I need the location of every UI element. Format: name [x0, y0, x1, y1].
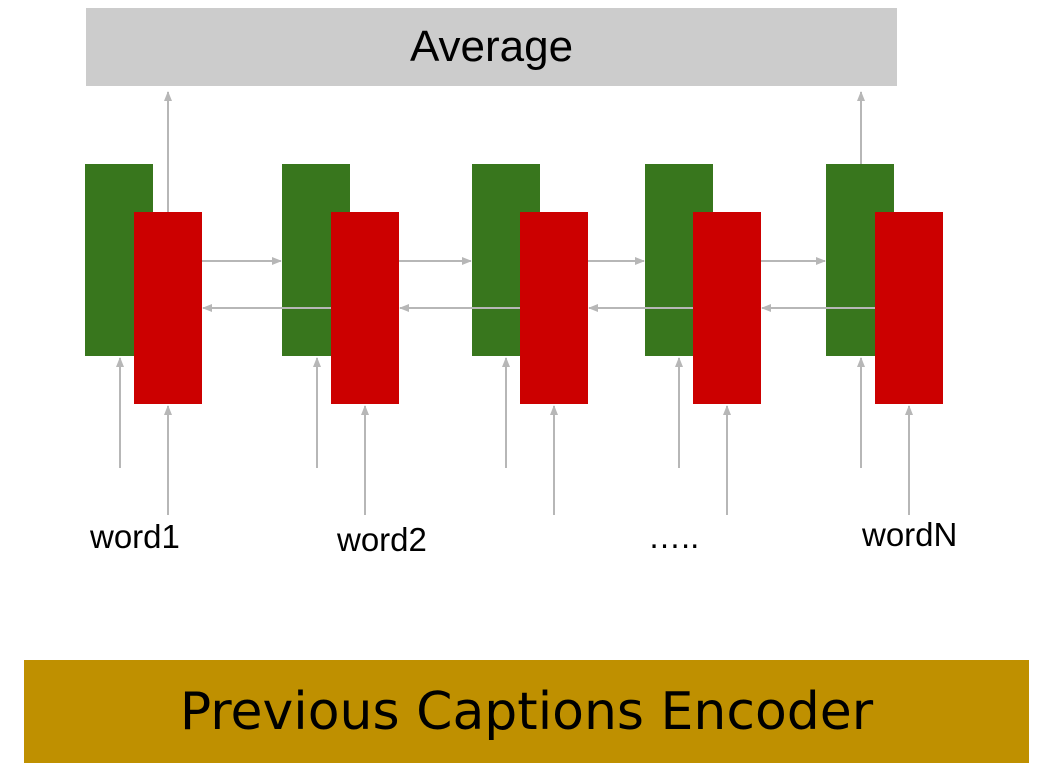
encoder-box: Previous Captions Encoder	[24, 660, 1029, 763]
average-box: Average	[86, 8, 897, 86]
backward-cell-5	[875, 212, 943, 404]
backward-cell-2	[331, 212, 399, 404]
word-label-2: word2	[337, 521, 427, 558]
backward-cell-1	[134, 212, 202, 404]
backward-cell-4	[693, 212, 761, 404]
backward-cell-3	[520, 212, 588, 404]
average-label: Average	[409, 22, 574, 71]
word-label-1: word1	[90, 518, 180, 555]
word-label-n: wordN	[862, 516, 958, 553]
word-label-ellipsis: …..	[648, 518, 700, 555]
encoder-label: Previous Captions Encoder	[179, 681, 874, 742]
